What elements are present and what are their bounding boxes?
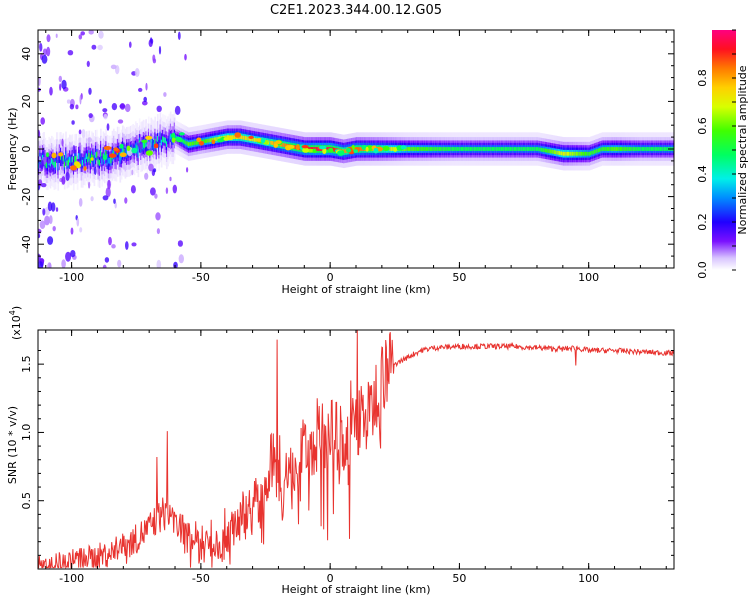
x-tick-label: 100 xyxy=(578,271,599,284)
colorbar: 0.0 0.2 0.4 0.6 0.8 Normalized spectral ampl… xyxy=(696,29,749,279)
x-tick-label: -100 xyxy=(59,572,84,585)
x-tick-label: 50 xyxy=(452,572,466,585)
colorbar-tick-label: 0.0 xyxy=(696,261,709,279)
colorbar-tick-label: 0.6 xyxy=(696,117,709,135)
snr-ylabel: SNR (10 * v/v) xyxy=(6,406,19,484)
spectrogram-image xyxy=(38,30,674,268)
snr-xlabel: Height of straight line (km) xyxy=(281,583,430,596)
snr-ticks: -100 -50 0 50 100 0.5 1.0 1.5 xyxy=(20,330,674,585)
y-tick-label: 1.5 xyxy=(20,355,33,373)
colorbar-ticks: 0.0 0.2 0.4 0.6 0.8 xyxy=(696,29,736,279)
colorbar-label: Normalized spectral amplitude xyxy=(736,65,749,234)
x-tick-label: -50 xyxy=(192,572,210,585)
x-tick-label: 50 xyxy=(452,271,466,284)
y-tick-label: -20 xyxy=(20,188,33,206)
x-tick-label: 100 xyxy=(578,572,599,585)
snr-unit: (x104) xyxy=(8,306,23,340)
y-tick-label: 40 xyxy=(20,47,33,61)
colorbar-tick-label: 0.2 xyxy=(696,213,709,231)
colorbar-tick-label: 0.4 xyxy=(696,165,709,183)
x-tick-label: -100 xyxy=(59,271,84,284)
x-tick-label: -50 xyxy=(192,271,210,284)
x-tick-label: 0 xyxy=(327,271,334,284)
spectrogram-ylabel: Frequency (Hz) xyxy=(6,108,19,191)
figure-title: C2E1.2023.344.00.12.G05 xyxy=(270,3,442,18)
y-tick-label: 0.5 xyxy=(20,492,33,510)
spectrogram-xlabel: Height of straight line (km) xyxy=(281,283,430,296)
snr-unit-base: (x10 xyxy=(10,315,23,340)
y-tick-label: 1.0 xyxy=(20,424,33,442)
y-tick-label: -40 xyxy=(20,235,33,253)
svg-text:(x104): (x104) xyxy=(8,306,23,340)
y-tick-label: 0 xyxy=(20,146,33,153)
snr-series-line xyxy=(38,330,674,569)
spectrogram-panel: -100 -50 0 50 100 -40 -20 0 20 40 Height of strai… xyxy=(6,29,675,296)
snr-unit-exp: 4 xyxy=(8,310,17,315)
colorbar-tick-label: 0.8 xyxy=(696,69,709,87)
spectrogram-ticks: -100 -50 0 50 100 -40 -20 0 20 40 xyxy=(20,29,674,284)
y-tick-label: 20 xyxy=(20,94,33,108)
snr-panel: -100 -50 0 50 100 0.5 1.0 1.5 Height of straigh… xyxy=(6,306,675,596)
x-tick-label: 0 xyxy=(327,572,334,585)
